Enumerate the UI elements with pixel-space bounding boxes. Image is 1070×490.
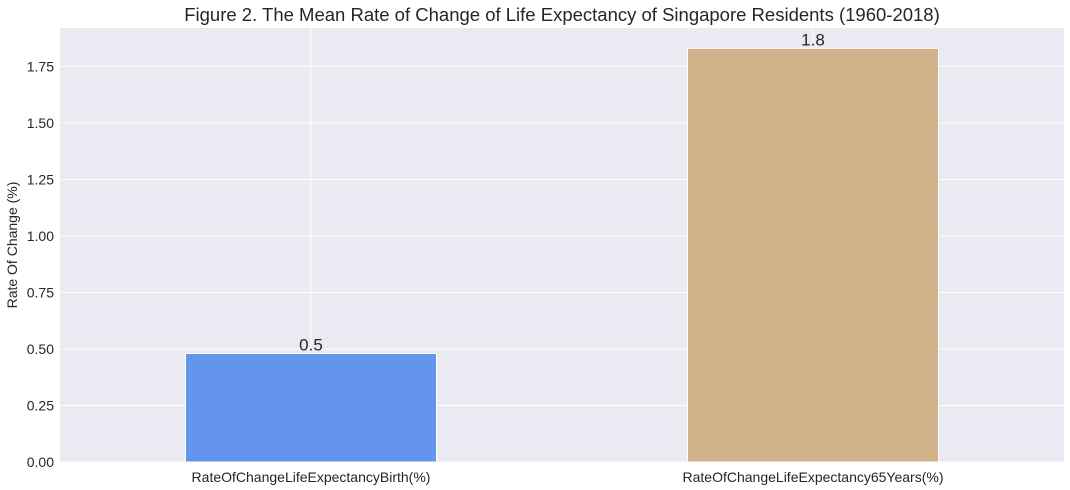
y-tick-label: 1.00 (27, 228, 54, 244)
y-tick-label: 0.50 (27, 341, 54, 357)
y-tick-label: 0.75 (27, 284, 54, 300)
bars (185, 47, 939, 463)
y-tick-label: 0.25 (27, 397, 54, 413)
x-axis-ticks: RateOfChangeLifeExpectancyBirth(%) RateOf… (192, 469, 944, 485)
bar-1 (185, 353, 437, 463)
y-tick-label: 0.00 (27, 454, 54, 470)
x-tick-label: RateOfChangeLifeExpectancy65Years(%) (683, 469, 944, 485)
x-tick-label: RateOfChangeLifeExpectancyBirth(%) (192, 469, 431, 485)
bar-2 (687, 47, 939, 463)
data-labels: 0.5 1.8 (299, 30, 825, 354)
data-label: 0.5 (299, 336, 323, 355)
y-tick-label: 1.50 (27, 115, 54, 131)
data-label: 1.8 (801, 30, 825, 49)
y-axis-ticks: 0.00 0.25 0.50 0.75 1.00 1.25 1.50 1.75 (27, 58, 54, 470)
chart-title: Figure 2. The Mean Rate of Change of Lif… (184, 4, 940, 25)
y-tick-label: 1.75 (27, 58, 54, 74)
y-axis-label: Rate Of Change (%) (4, 182, 20, 309)
y-tick-label: 1.25 (27, 171, 54, 187)
